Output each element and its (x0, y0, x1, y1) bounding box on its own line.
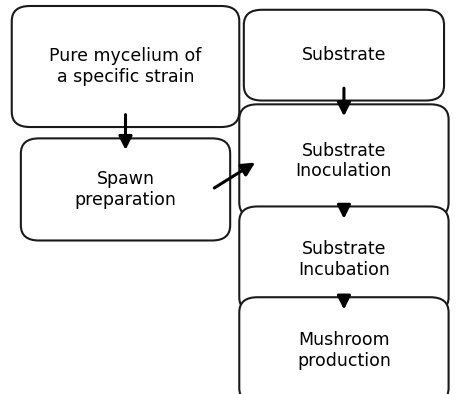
Text: Pure mycelium of
a specific strain: Pure mycelium of a specific strain (49, 47, 202, 86)
FancyBboxPatch shape (21, 138, 230, 240)
FancyBboxPatch shape (12, 6, 239, 127)
FancyBboxPatch shape (239, 206, 448, 312)
FancyBboxPatch shape (239, 104, 448, 218)
Text: Mushroom
production: Mushroom production (297, 331, 391, 370)
Text: Substrate
Inoculation: Substrate Inoculation (296, 142, 392, 180)
FancyBboxPatch shape (239, 297, 448, 394)
Text: Substrate
Incubation: Substrate Incubation (298, 240, 390, 279)
FancyBboxPatch shape (244, 10, 444, 100)
Text: Spawn
preparation: Spawn preparation (74, 170, 176, 209)
Text: Substrate: Substrate (301, 46, 386, 64)
